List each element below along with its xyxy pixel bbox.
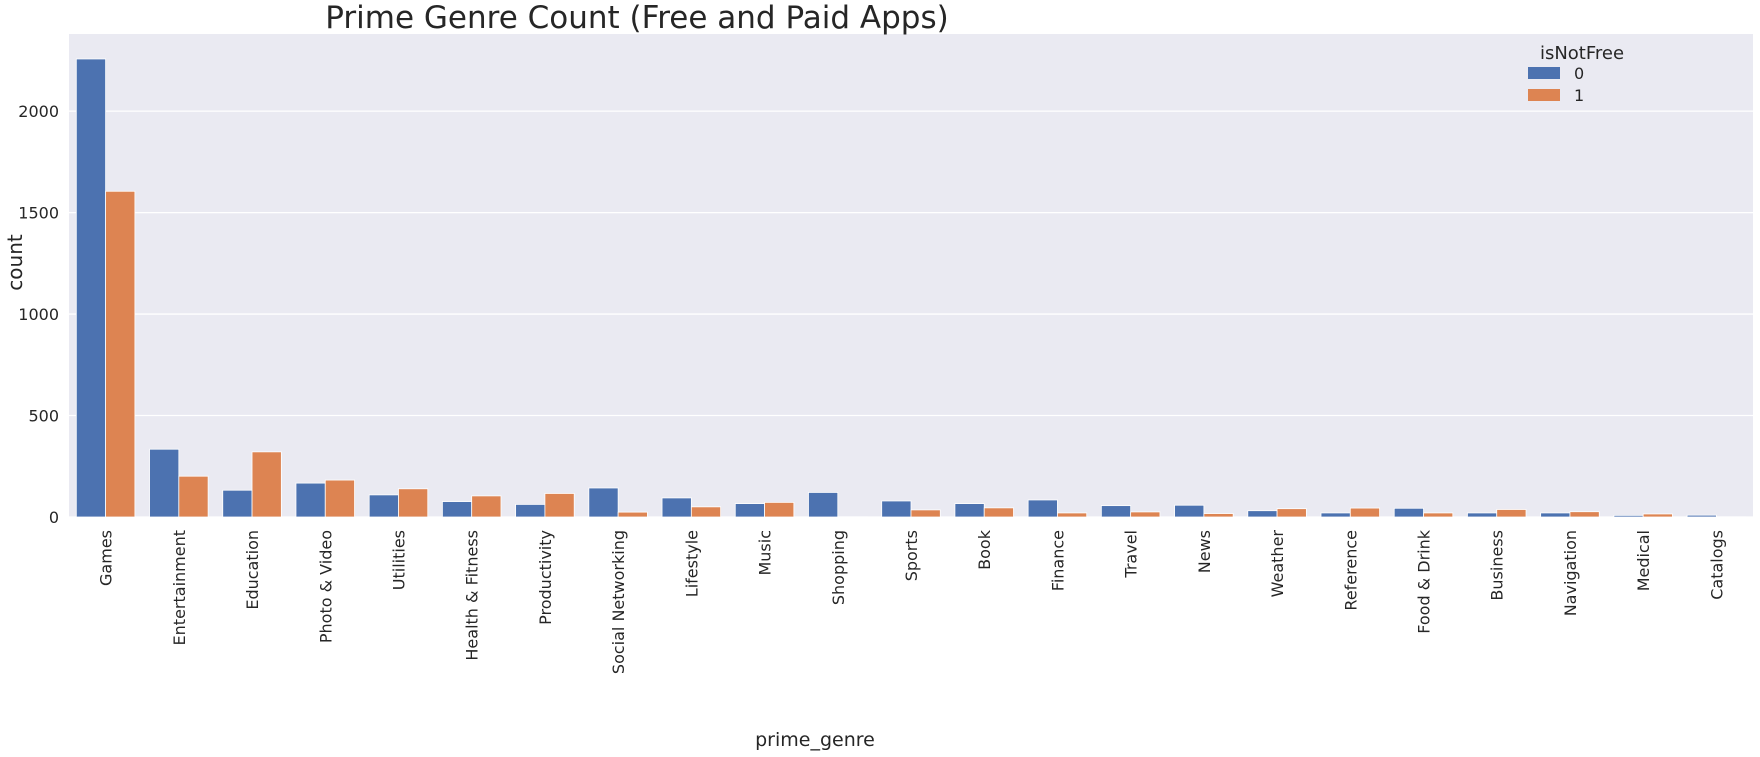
bar xyxy=(691,507,720,517)
bar xyxy=(369,495,398,517)
x-tick-label: Education xyxy=(243,530,262,610)
bar xyxy=(296,483,325,517)
bar xyxy=(325,480,354,517)
bar xyxy=(618,512,647,517)
x-tick-label: Weather xyxy=(1268,530,1287,598)
bar xyxy=(1643,514,1672,517)
y-tick-label: 1500 xyxy=(18,204,59,223)
bar xyxy=(1101,506,1130,517)
x-tick-label: Games xyxy=(97,530,116,586)
bar xyxy=(1467,513,1496,517)
x-axis-label: prime_genre xyxy=(755,729,875,751)
legend-label: 0 xyxy=(1574,64,1584,83)
y-tick-label: 0 xyxy=(49,508,59,527)
chart-title: Prime Genre Count (Free and Paid Apps) xyxy=(325,0,948,36)
x-tick-label: Catalogs xyxy=(1707,530,1726,600)
bar xyxy=(1424,513,1453,517)
bar xyxy=(150,449,179,517)
x-tick-label: Food & Drink xyxy=(1415,529,1434,634)
legend-title: isNotFree xyxy=(1540,43,1624,64)
y-axis-label: count xyxy=(3,234,27,291)
bar xyxy=(1570,512,1599,517)
bar xyxy=(911,510,940,517)
x-tick-label: Photo & Video xyxy=(316,530,335,643)
bar xyxy=(398,489,427,517)
x-tick-label: Health & Fitness xyxy=(463,530,482,661)
bar xyxy=(765,502,794,517)
bar xyxy=(76,59,105,517)
x-tick-label: Utilities xyxy=(389,530,408,590)
bar xyxy=(589,488,618,517)
y-tick-label: 2000 xyxy=(18,102,59,121)
x-tick-label: Lifestyle xyxy=(682,530,701,597)
legend-swatch xyxy=(1528,89,1560,101)
legend-label: 1 xyxy=(1574,86,1584,105)
y-tick-label: 500 xyxy=(28,407,59,426)
bar xyxy=(1277,509,1306,517)
bar xyxy=(1057,513,1086,517)
bar xyxy=(516,504,545,517)
bar xyxy=(545,493,574,517)
bar xyxy=(252,452,281,517)
bar xyxy=(808,492,837,517)
bar xyxy=(1497,509,1526,517)
x-tick-label: Shopping xyxy=(829,530,848,605)
bar xyxy=(442,502,471,517)
y-tick-label: 1000 xyxy=(18,305,59,324)
x-tick-label: Sports xyxy=(902,530,921,581)
bar xyxy=(1175,505,1204,517)
bar xyxy=(1350,508,1379,517)
bar xyxy=(1614,515,1643,517)
x-tick-label: Navigation xyxy=(1561,530,1580,616)
x-tick-label: News xyxy=(1195,530,1214,573)
bar xyxy=(472,496,501,517)
bar xyxy=(1204,514,1233,517)
bar xyxy=(735,504,764,517)
x-tick-label: Finance xyxy=(1048,530,1067,591)
bar xyxy=(1028,500,1057,517)
bar xyxy=(1687,515,1716,517)
bar xyxy=(1394,508,1423,517)
x-tick-label: Business xyxy=(1488,530,1507,601)
plot-area xyxy=(69,34,1753,517)
x-tick-label: Travel xyxy=(1122,530,1141,579)
x-tick-label: Reference xyxy=(1341,530,1360,611)
bar xyxy=(882,501,911,517)
bar xyxy=(955,504,984,517)
plot-background xyxy=(69,34,1753,517)
bar xyxy=(223,490,252,517)
bar xyxy=(662,498,691,517)
legend-swatch xyxy=(1528,67,1560,79)
bar xyxy=(984,508,1013,517)
x-tick-label: Entertainment xyxy=(170,530,189,645)
bar xyxy=(1321,513,1350,517)
bar xyxy=(179,476,208,517)
x-tick-label: Book xyxy=(975,529,994,570)
bar xyxy=(1541,513,1570,517)
x-tick-label: Social Networking xyxy=(609,530,628,674)
bar xyxy=(1131,512,1160,517)
bar xyxy=(106,191,135,517)
x-tick-label: Music xyxy=(756,530,775,576)
bar xyxy=(1248,511,1277,517)
x-tick-label: Productivity xyxy=(536,530,555,625)
x-tick-label: Medical xyxy=(1634,530,1653,591)
